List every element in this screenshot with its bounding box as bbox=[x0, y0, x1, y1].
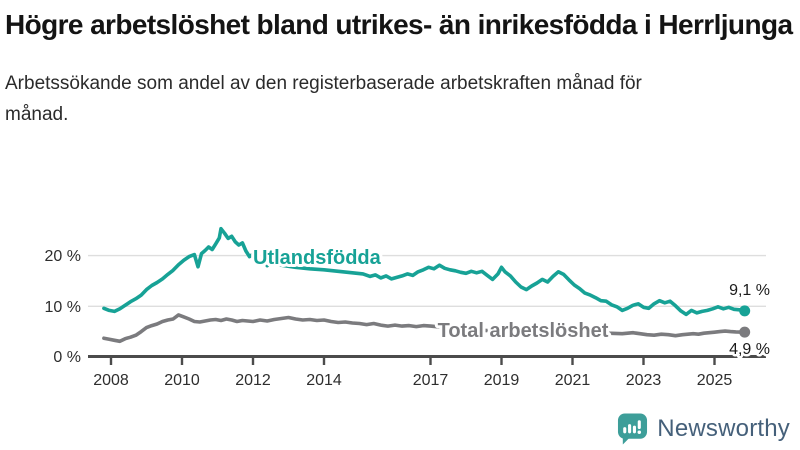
series-label-total: Total arbetslöshet bbox=[438, 320, 609, 342]
series-end-dot-utlandsfodda bbox=[739, 305, 751, 317]
end-value-label-utlandsfodda: 9,1 % bbox=[729, 282, 770, 299]
newsworthy-wordmark: Newsworthy bbox=[657, 415, 790, 442]
x-tick-label-2012: 2012 bbox=[235, 372, 271, 389]
series-line-utlandsfodda bbox=[102, 226, 747, 317]
series-label-utlandsfodda: Utlandsfödda bbox=[253, 247, 382, 269]
y-tick-label-20: 20 % bbox=[45, 248, 81, 265]
chart-title: Högre arbetslöshet bland utrikes- än inr… bbox=[5, 9, 793, 40]
newsworthy-logo: Newsworthy bbox=[617, 412, 790, 446]
x-tick-label-2014: 2014 bbox=[306, 372, 342, 389]
x-tick-label-2010: 2010 bbox=[164, 372, 200, 389]
x-tick-label-2017: 2017 bbox=[413, 372, 449, 389]
newsworthy-icon bbox=[618, 413, 648, 445]
series-line-total bbox=[102, 313, 747, 344]
series-end-dot-total bbox=[739, 326, 751, 338]
x-tick-label-2023: 2023 bbox=[626, 372, 662, 389]
x-tick-label-2021: 2021 bbox=[555, 372, 591, 389]
x-tick-label-2025: 2025 bbox=[697, 372, 733, 389]
y-tick-label-10: 10 % bbox=[45, 299, 81, 316]
end-value-label-total: 4,9 % bbox=[729, 341, 770, 358]
x-tick-label-2008: 2008 bbox=[93, 372, 129, 389]
x-tick-label-2019: 2019 bbox=[484, 372, 520, 389]
chart-subtitle: Arbetssökande som andel av den registerb… bbox=[5, 73, 642, 125]
y-tick-label-0: 0 % bbox=[53, 349, 81, 366]
